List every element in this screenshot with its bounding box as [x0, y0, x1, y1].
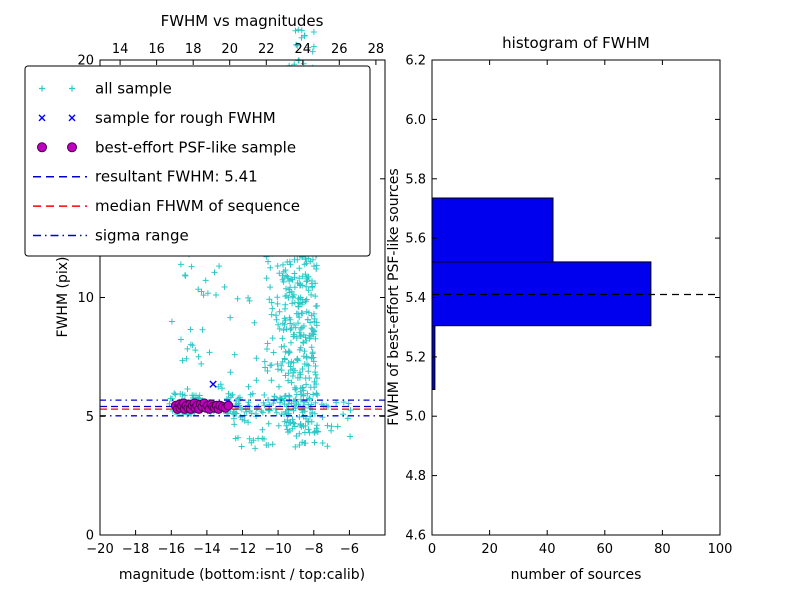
legend-box	[24, 65, 371, 257]
x-tick-label: −20	[86, 542, 113, 557]
circle-marker-icon	[67, 142, 77, 153]
scatter-title: FWHM vs magnitudes	[161, 12, 324, 30]
legend-label: best-effort PSF-like sample	[95, 138, 296, 156]
top-x-tick-label: 14	[112, 42, 129, 57]
x-tick-label: 60	[597, 542, 614, 557]
legend-item: best-effort PSF-like sample	[37, 138, 296, 156]
y-tick-label: 6.2	[405, 54, 426, 69]
y-tick-label: 0	[86, 529, 94, 544]
y-tick-label: 6.0	[405, 113, 426, 128]
y-tick-label: 5.2	[405, 350, 426, 365]
histogram-plot-area: 0 20 40 60 80 100 4.6 4.8 5.0 5.2 5.4 5.6 5.8 6.0 6.2	[405, 54, 732, 558]
y-tick-label: 5.6	[405, 232, 426, 247]
scatter-ylabel: FWHM (pix)	[55, 257, 71, 338]
legend-item: sample for rough FWHM	[38, 109, 276, 127]
x-tick-label: −6	[340, 542, 359, 557]
histogram-title: histogram of FWHM	[502, 34, 650, 52]
hist-bar	[431, 197, 554, 263]
y-tick-label: 4.6	[405, 529, 426, 544]
legend-label: resultant FWHM: 5.41	[95, 168, 258, 186]
psf-sample-point	[223, 400, 234, 411]
legend-label: sample for rough FWHM	[95, 109, 276, 127]
plus-marker-icon	[39, 85, 75, 92]
y-tick-label: 10	[77, 291, 94, 306]
legend-item: median FHWM of sequence	[33, 197, 300, 215]
histogram-ylabel: FWHM of best-effort PSF-like sources	[386, 168, 402, 425]
x-tick-label: 20	[481, 542, 498, 557]
x-tick-label: 40	[539, 542, 556, 557]
y-tick-label: 5.4	[405, 291, 426, 306]
x-tick-label: −12	[229, 542, 256, 557]
top-x-tick-label: 18	[185, 42, 202, 57]
y-tick-label: 20	[77, 54, 94, 69]
x-tick-label: 100	[708, 542, 733, 557]
legend: all sample sample for rough FWHM best-effo…	[24, 65, 371, 257]
x-tick-label: 80	[654, 542, 671, 557]
hist-bar	[431, 261, 652, 327]
scatter-xlabel: magnitude (bottom:isnt / top:calib)	[119, 567, 365, 583]
top-x-tick-label: 26	[331, 42, 348, 57]
y-tick-label: 5.8	[405, 172, 426, 187]
top-x-tick-label: 16	[148, 42, 165, 57]
x-tick-label: −14	[193, 542, 220, 557]
x-marker-icon	[38, 114, 76, 122]
x-tick-label: −16	[158, 542, 185, 557]
y-tick-label: 5	[86, 410, 94, 425]
top-x-tick-label: 22	[258, 42, 275, 57]
histogram-xlabel: number of sources	[511, 567, 642, 583]
y-tick-label: 4.8	[405, 469, 426, 484]
legend-label: all sample	[95, 80, 172, 98]
x-tick-label: −8	[304, 542, 323, 557]
legend-label: median FHWM of sequence	[95, 197, 300, 215]
x-tick-label: −18	[122, 542, 149, 557]
scatter-plot-area: −20 −18 −16 −14 −12 −10 −8 −6 14 16 18 20 22 24 26 28 0 5…	[77, 26, 386, 557]
legend-item: all sample	[39, 80, 172, 98]
y-tick-label: 5.0	[405, 410, 426, 425]
circle-marker-icon	[37, 142, 47, 153]
top-x-tick-label: 20	[221, 42, 238, 57]
x-tick-label: 0	[428, 542, 436, 557]
top-x-tick-label: 28	[368, 42, 385, 57]
legend-item: resultant FWHM: 5.41	[33, 168, 258, 186]
top-x-tick-label: 24	[295, 42, 312, 57]
x-tick-label: −10	[264, 542, 291, 557]
legend-label: sigma range	[95, 227, 189, 245]
legend-item: sigma range	[33, 227, 189, 245]
